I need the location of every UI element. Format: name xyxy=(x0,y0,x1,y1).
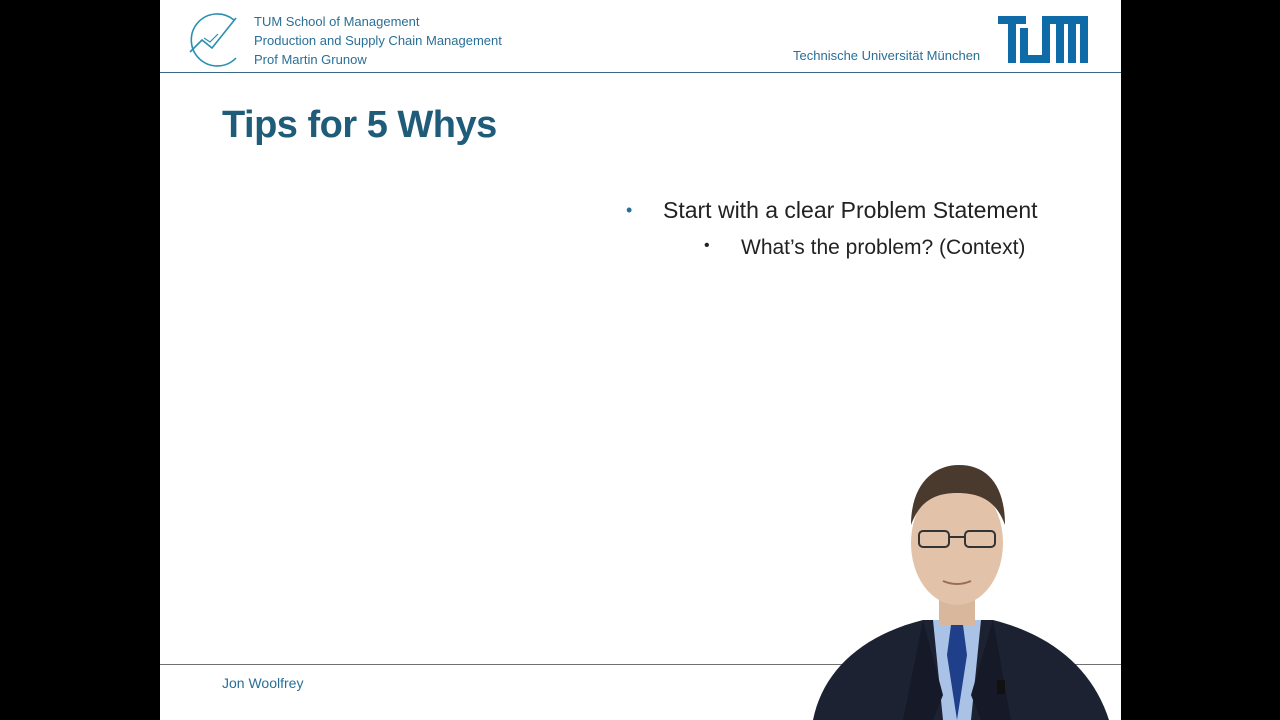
slide-title: Tips for 5 Whys xyxy=(222,104,497,146)
presenter-webcam-overlay xyxy=(813,465,1109,720)
bullet-item: • Start with a clear Problem Statement xyxy=(626,194,1056,226)
sub-bullet-text: What’s the problem? (Context) xyxy=(741,236,1026,259)
chart-line-logo-icon xyxy=(189,13,237,67)
header-divider xyxy=(160,72,1121,73)
header-org-info: TUM School of Management Production and … xyxy=(254,12,502,69)
presenter-name: Jon Woolfrey xyxy=(222,675,304,691)
footer-divider xyxy=(160,664,1121,665)
org-line-chair: Production and Supply Chain Management xyxy=(254,33,502,48)
presentation-slide: TUM School of Management Production and … xyxy=(160,0,1121,720)
org-line-school: TUM School of Management xyxy=(254,14,420,29)
sub-bullet-dot-icon: • xyxy=(704,237,710,254)
tum-logo-icon xyxy=(998,16,1088,63)
org-line-professor: Prof Martin Grunow xyxy=(254,52,367,67)
bullet-text: Start with a clear Problem Statement xyxy=(663,197,1038,223)
bullet-list: • Start with a clear Problem Statement •… xyxy=(626,194,1056,264)
university-name: Technische Universität München xyxy=(793,48,981,63)
bullet-dot-icon: • xyxy=(626,200,633,220)
sub-bullet-item: • What’s the problem? (Context) xyxy=(704,232,1056,264)
